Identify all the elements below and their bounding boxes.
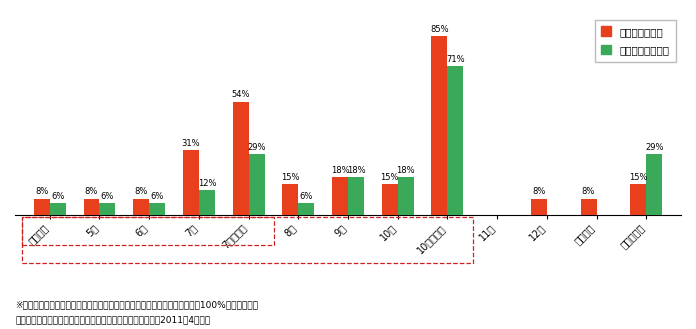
Bar: [183, 150, 199, 215]
Bar: [134, 199, 149, 215]
Text: 6%: 6%: [299, 192, 313, 201]
Bar: [580, 199, 596, 215]
Bar: [646, 154, 662, 215]
Text: 6%: 6%: [101, 192, 114, 201]
Bar: [397, 178, 413, 215]
Text: 6%: 6%: [150, 192, 164, 201]
Text: 29%: 29%: [247, 143, 266, 152]
Bar: [84, 199, 100, 215]
Bar: [299, 203, 314, 215]
Text: 18%: 18%: [331, 166, 349, 175]
Bar: [34, 199, 50, 215]
Legend: 素材業種（３）, 加工業種（１７）: 素材業種（３）, 加工業種（１７）: [594, 20, 676, 62]
Bar: [382, 184, 397, 215]
Text: 15%: 15%: [629, 173, 647, 182]
Text: 85%: 85%: [430, 25, 449, 34]
Bar: [432, 36, 448, 215]
Bar: [531, 199, 547, 215]
Bar: [149, 203, 165, 215]
Text: 29%: 29%: [645, 143, 663, 152]
Text: 8%: 8%: [582, 188, 595, 196]
Text: 15%: 15%: [281, 173, 299, 182]
Text: 54%: 54%: [231, 90, 250, 99]
Text: 31%: 31%: [182, 139, 200, 148]
Text: 18%: 18%: [347, 166, 365, 175]
Text: 8%: 8%: [532, 188, 546, 196]
Bar: [50, 203, 65, 215]
Text: 8%: 8%: [35, 188, 49, 196]
Text: 18%: 18%: [396, 166, 415, 175]
Bar: [199, 190, 215, 215]
Text: 8%: 8%: [85, 188, 98, 196]
Text: 71%: 71%: [446, 55, 465, 63]
Bar: [332, 178, 348, 215]
Bar: [100, 203, 116, 215]
Bar: [448, 66, 464, 215]
Text: 6%: 6%: [51, 192, 65, 201]
Bar: [631, 184, 646, 215]
Text: ※部品によって見込みが異なるとして複数回答した企業があるため、合計は100%にならない。: ※部品によって見込みが異なるとして複数回答した企業があるため、合計は100%にな…: [15, 301, 258, 310]
Text: 15%: 15%: [381, 173, 399, 182]
Bar: [248, 154, 264, 215]
Bar: [232, 102, 248, 215]
Bar: [283, 184, 299, 215]
Text: 8%: 8%: [134, 188, 148, 196]
Text: 資料：経済産業省「東日本大震災後の産業実態緊急調査」（2011年4月）。: 資料：経済産業省「東日本大震災後の産業実態緊急調査」（2011年4月）。: [15, 316, 210, 324]
Bar: [348, 178, 364, 215]
Text: 12%: 12%: [198, 179, 216, 188]
